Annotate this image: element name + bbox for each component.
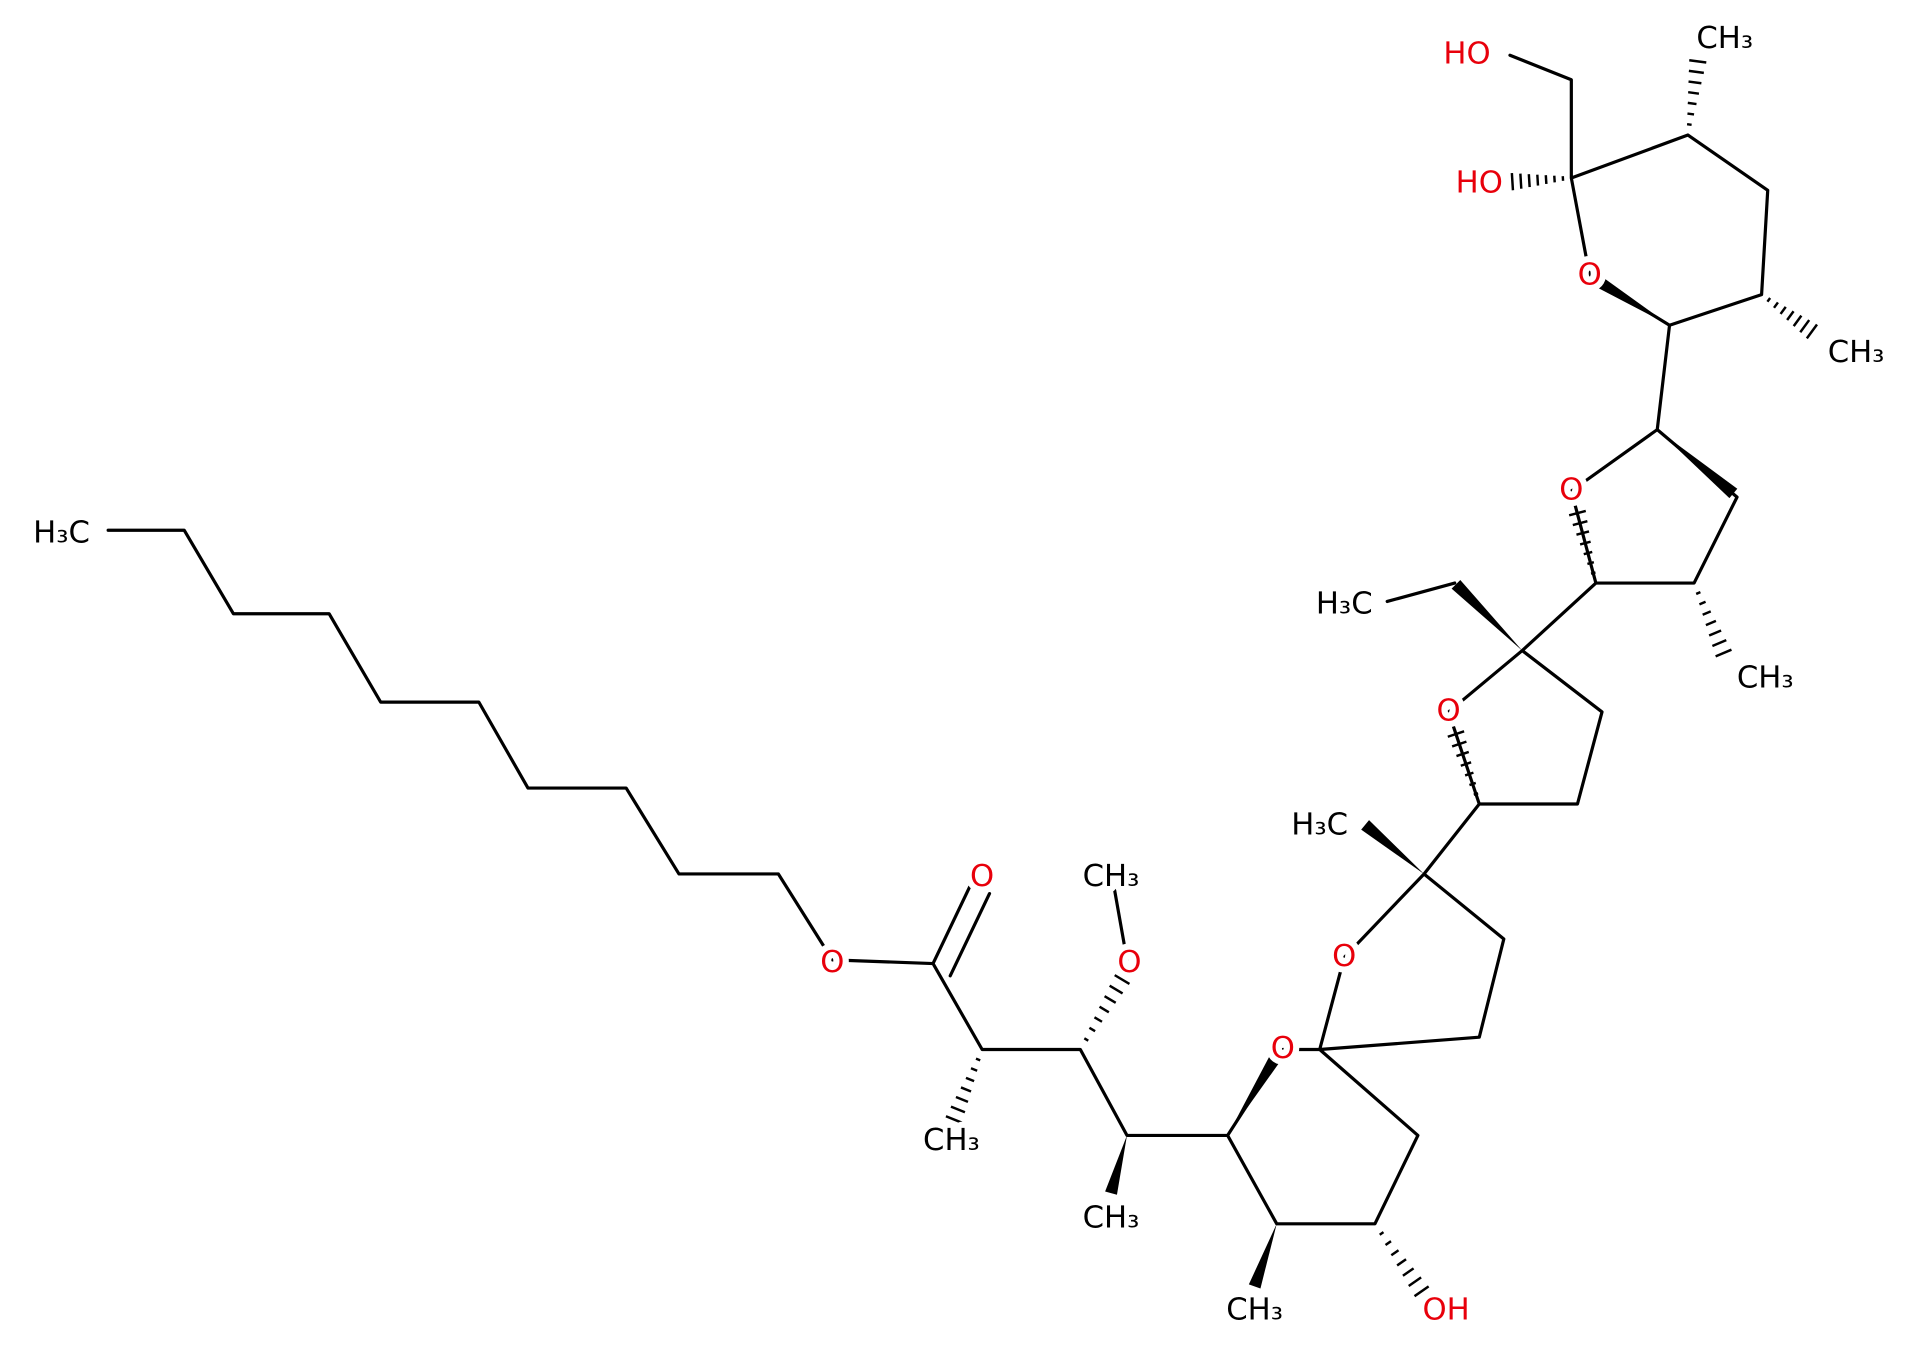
hashed-bond xyxy=(1451,740,1467,748)
hashed-bond xyxy=(1536,174,1540,186)
hashed-bond xyxy=(1688,80,1702,85)
atom-label: H₃C xyxy=(1291,808,1348,843)
hashed-bond xyxy=(970,1067,978,1072)
hashed-bond xyxy=(1456,750,1470,758)
hashed-bond xyxy=(1460,761,1472,767)
hashed-bond xyxy=(1698,600,1707,606)
hashed-bond xyxy=(1510,173,1515,191)
hashed-bond xyxy=(1109,984,1124,995)
atom-label: O xyxy=(970,859,994,894)
hashed-bond xyxy=(1792,314,1803,327)
hashed-bond xyxy=(945,1115,963,1124)
hashed-bond xyxy=(1786,310,1795,321)
wedge-bond xyxy=(1657,429,1738,499)
hashed-bond xyxy=(1464,771,1474,777)
hashed-bond xyxy=(1527,174,1531,188)
hashed-bond xyxy=(1708,629,1722,637)
hashed-bond xyxy=(1396,1258,1407,1267)
hashed-bond xyxy=(1572,519,1588,527)
atom-label: CH₃ xyxy=(1083,859,1140,894)
hashed-bond xyxy=(960,1086,972,1093)
hashed-bond xyxy=(1088,1026,1096,1033)
hashed-bond xyxy=(1114,974,1131,985)
hashed-bond xyxy=(1695,591,1701,596)
wedge-bond xyxy=(1227,1052,1282,1136)
hashed-bond xyxy=(1413,1285,1430,1298)
hashed-bond xyxy=(1519,173,1523,189)
stereo-bonds xyxy=(945,59,1818,1298)
hashed-bond xyxy=(1688,91,1700,95)
hashed-bond xyxy=(965,1076,975,1083)
atom-label: OH xyxy=(1423,1292,1470,1327)
atom-label: O xyxy=(1332,939,1356,974)
atom-label: O xyxy=(1437,693,1461,728)
atom-label: O xyxy=(1578,258,1602,293)
atom-label: CH₃ xyxy=(1226,1292,1283,1327)
wedge-bond xyxy=(1105,1135,1127,1195)
hashed-bond xyxy=(1390,1249,1400,1257)
hashed-bond xyxy=(1773,301,1779,309)
atom-label: O xyxy=(1271,1031,1295,1066)
hashed-bond xyxy=(950,1105,966,1114)
hashed-bond xyxy=(1568,509,1587,517)
hashed-bond xyxy=(1098,1005,1110,1014)
hashed-bond xyxy=(1469,781,1477,787)
wedge-bond xyxy=(1248,1223,1277,1289)
hashed-bond xyxy=(1705,619,1717,627)
hashed-bond xyxy=(1103,995,1117,1004)
hashed-bond xyxy=(1799,319,1811,333)
hashed-bond xyxy=(1579,540,1591,546)
hashed-bond xyxy=(1590,571,1596,575)
hashed-bond xyxy=(1687,101,1697,106)
atom-label: O xyxy=(1559,472,1583,507)
hashed-bond xyxy=(1686,122,1692,127)
atom-label: CH₃ xyxy=(1083,1200,1140,1235)
atom-label: O xyxy=(1117,945,1141,980)
hashed-bond xyxy=(1544,175,1548,185)
hashed-bond xyxy=(1576,530,1590,536)
hashed-bond xyxy=(1715,648,1732,658)
hashed-bond xyxy=(1711,638,1727,648)
hashed-bond xyxy=(1583,550,1593,556)
hashed-bond xyxy=(1379,1231,1385,1236)
wedge-bond xyxy=(1361,820,1425,874)
atom-label: CH₃ xyxy=(1737,660,1794,695)
wedge-bond xyxy=(1592,274,1670,326)
hashed-bond xyxy=(1402,1267,1415,1277)
hashed-bond xyxy=(1093,1016,1103,1023)
hashed-bond xyxy=(1805,323,1818,340)
hashed-bond xyxy=(1083,1037,1089,1042)
hashed-bond xyxy=(955,1095,969,1104)
hashed-bond xyxy=(1408,1276,1422,1287)
hashed-bond xyxy=(1779,306,1787,315)
atom-label: HO xyxy=(1456,166,1503,201)
atom-label: CH₃ xyxy=(1828,335,1885,370)
wedge-bond xyxy=(1451,579,1523,651)
hashed-bond xyxy=(1689,59,1707,64)
hashed-bond xyxy=(1766,297,1772,303)
hashed-bond xyxy=(1587,561,1595,566)
atom-label: H₃C xyxy=(1316,587,1373,622)
hashed-bond xyxy=(975,1057,981,1062)
atom-label: HO xyxy=(1443,37,1490,72)
atom-label: CH₃ xyxy=(1696,21,1753,56)
atom-label: CH₃ xyxy=(923,1123,980,1158)
atom-label: O xyxy=(820,945,844,980)
hashed-bond xyxy=(1702,610,1712,616)
hashed-bond xyxy=(1473,792,1479,796)
atom-label: H₃C xyxy=(33,515,90,550)
hashed-bond xyxy=(1447,730,1465,738)
hashed-bond xyxy=(1384,1240,1392,1246)
hashed-bond xyxy=(1687,112,1695,116)
hashed-bond xyxy=(1688,69,1704,75)
